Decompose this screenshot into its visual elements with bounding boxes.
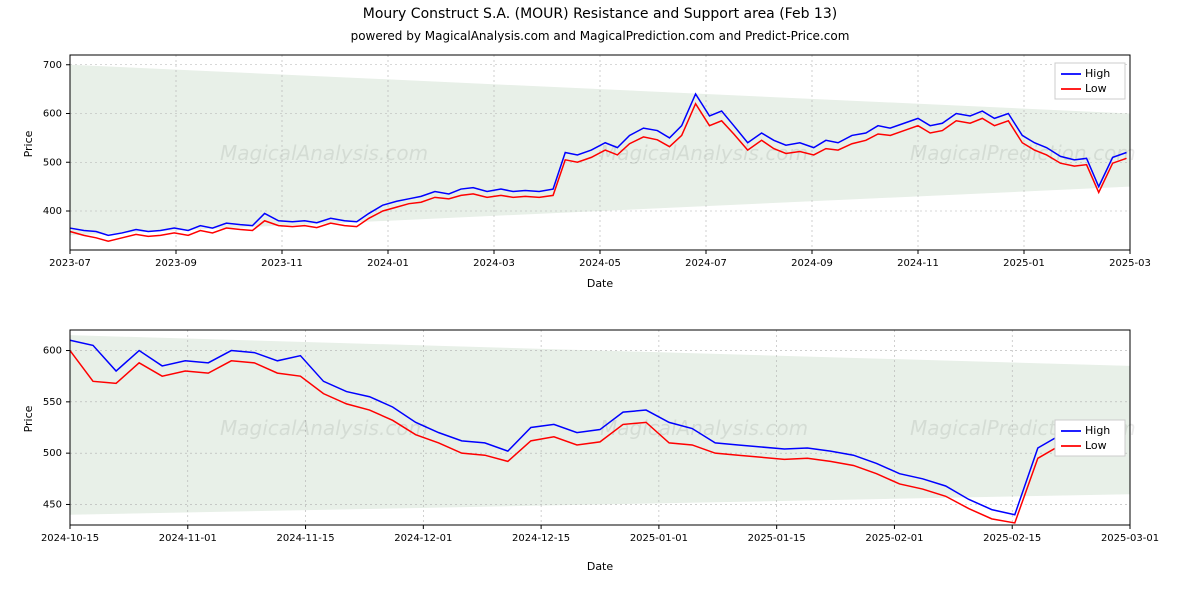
watermark: MagicalPrediction.com bbox=[910, 141, 1136, 165]
top-xlabel: Date bbox=[587, 277, 614, 290]
svg-text:2025-02-15: 2025-02-15 bbox=[983, 533, 1041, 544]
svg-text:2023-11: 2023-11 bbox=[261, 258, 303, 269]
chart-svg: Moury Construct S.A. (MOUR) Resistance a… bbox=[0, 0, 1200, 600]
bottom-chart: MagicalAnalysis.com MagicalAnalysis.com … bbox=[22, 330, 1159, 573]
svg-text:2025-01-01: 2025-01-01 bbox=[630, 533, 688, 544]
top-yticks: 400 500 600 700 bbox=[43, 60, 70, 217]
legend-low-label: Low bbox=[1085, 439, 1107, 452]
svg-text:2024-10-15: 2024-10-15 bbox=[41, 533, 99, 544]
bottom-xticks: 2024-10-15 2024-11-01 2024-11-15 2024-12-01… bbox=[41, 525, 1159, 544]
svg-text:400: 400 bbox=[43, 206, 62, 217]
svg-text:500: 500 bbox=[43, 448, 62, 459]
chart-subtitle: powered by MagicalAnalysis.com and Magic… bbox=[351, 29, 850, 43]
svg-text:2025-01: 2025-01 bbox=[1003, 258, 1045, 269]
chart-title: Moury Construct S.A. (MOUR) Resistance a… bbox=[363, 6, 837, 22]
svg-text:2024-12-01: 2024-12-01 bbox=[394, 533, 452, 544]
watermark: MagicalAnalysis.com bbox=[220, 141, 428, 165]
svg-text:2024-03: 2024-03 bbox=[473, 258, 515, 269]
top-xticks: 2023-07 2023-09 2023-11 2024-01 2024-03 2024-… bbox=[49, 250, 1151, 269]
svg-text:2023-09: 2023-09 bbox=[155, 258, 197, 269]
legend-high-label: High bbox=[1085, 424, 1110, 437]
watermark: MagicalAnalysis.com bbox=[220, 416, 428, 440]
svg-text:2024-05: 2024-05 bbox=[579, 258, 621, 269]
bottom-legend: High Low bbox=[1055, 420, 1125, 456]
svg-text:2025-03: 2025-03 bbox=[1109, 258, 1151, 269]
svg-text:2025-01-15: 2025-01-15 bbox=[748, 533, 806, 544]
top-legend: High Low bbox=[1055, 63, 1125, 99]
svg-text:2024-11: 2024-11 bbox=[897, 258, 939, 269]
watermark: MagicalAnalysis.com bbox=[600, 141, 808, 165]
bottom-ylabel: Price bbox=[22, 405, 35, 432]
chart-container: { "title": "Moury Construct S.A. (MOUR) … bbox=[0, 0, 1200, 600]
svg-text:700: 700 bbox=[43, 60, 62, 71]
svg-text:600: 600 bbox=[43, 346, 62, 357]
svg-text:2024-01: 2024-01 bbox=[367, 258, 409, 269]
svg-text:550: 550 bbox=[43, 397, 62, 408]
bottom-yticks: 450 500 550 600 bbox=[43, 346, 70, 511]
svg-text:500: 500 bbox=[43, 157, 62, 168]
svg-text:2023-07: 2023-07 bbox=[49, 258, 91, 269]
legend-high-label: High bbox=[1085, 67, 1110, 80]
svg-text:2025-03-01: 2025-03-01 bbox=[1101, 533, 1159, 544]
svg-text:450: 450 bbox=[43, 499, 62, 510]
top-ylabel: Price bbox=[22, 130, 35, 157]
bottom-xlabel: Date bbox=[587, 560, 614, 573]
top-chart: MagicalAnalysis.com MagicalAnalysis.com … bbox=[22, 55, 1151, 290]
svg-text:600: 600 bbox=[43, 109, 62, 120]
svg-text:2024-11-15: 2024-11-15 bbox=[276, 533, 334, 544]
svg-text:2024-09: 2024-09 bbox=[791, 258, 833, 269]
svg-text:2024-07: 2024-07 bbox=[685, 258, 727, 269]
legend-low-label: Low bbox=[1085, 82, 1107, 95]
svg-text:2024-11-01: 2024-11-01 bbox=[159, 533, 217, 544]
svg-text:2025-02-01: 2025-02-01 bbox=[865, 533, 923, 544]
svg-text:2024-12-15: 2024-12-15 bbox=[512, 533, 570, 544]
